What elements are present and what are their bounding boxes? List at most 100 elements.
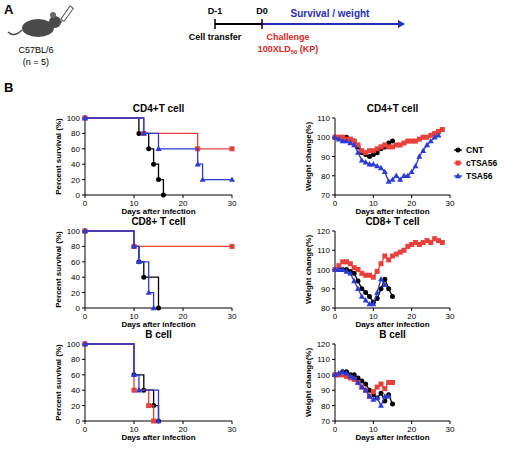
data-point (363, 159, 369, 164)
data-point (370, 301, 376, 306)
legend-label: CNT (466, 145, 484, 155)
chart: B cellDays after infectionWeight change(… (304, 329, 455, 442)
data-point (409, 169, 415, 174)
data-point (390, 402, 395, 407)
y-tick (82, 246, 85, 247)
chart-title: CD8+ T cell (365, 216, 419, 227)
legend-label: TSA56 (466, 171, 493, 181)
y-axis (335, 344, 336, 421)
x-tick (335, 308, 336, 311)
x-tick (232, 308, 233, 311)
chart-title: B cell (145, 329, 172, 340)
series-line (335, 130, 442, 153)
data-point (413, 163, 419, 168)
data-point (136, 259, 141, 264)
data-point (374, 163, 380, 168)
x-tick (134, 308, 135, 311)
y-tick-label: 80 (321, 402, 330, 411)
x-tick (411, 308, 412, 311)
data-point (340, 266, 346, 271)
event-label: Cell transfer (189, 32, 242, 42)
data-point (132, 244, 137, 249)
y-tick (332, 175, 335, 176)
data-point (363, 297, 369, 302)
data-point (156, 306, 161, 311)
y-tick-label: 60 (71, 258, 80, 267)
x-tick-label: 10 (369, 425, 378, 434)
timeline-arrow (398, 20, 405, 28)
data-point (344, 370, 350, 375)
data-point (151, 419, 156, 424)
y-tick (332, 250, 335, 251)
y-axis (85, 118, 86, 195)
x-tick-label: 30 (446, 199, 455, 208)
plot-area (82, 228, 235, 311)
data-point (416, 153, 422, 158)
data-point (161, 193, 166, 198)
x-axis (335, 421, 450, 422)
y-tick-label: 20 (71, 289, 80, 298)
data-point (340, 369, 345, 374)
y-tick-label: 40 (71, 386, 80, 395)
x-tick (411, 421, 412, 424)
data-point (379, 261, 384, 266)
data-point (378, 402, 384, 407)
data-point (83, 116, 88, 121)
y-tick-label: 40 (71, 273, 80, 282)
data-point (151, 162, 156, 167)
plot-area (82, 341, 162, 424)
data-point (136, 131, 141, 136)
x-tick (134, 195, 135, 198)
x-tick (411, 195, 412, 198)
series-line (335, 375, 393, 397)
y-tick (332, 156, 335, 157)
data-point (363, 387, 369, 392)
y-tick (332, 231, 335, 232)
y-tick-label: 120 (317, 340, 331, 349)
y-tick-label: 40 (71, 160, 80, 169)
data-point (151, 305, 157, 310)
y-tick-label: 110 (317, 114, 330, 123)
y-tick-label: 70 (321, 417, 330, 426)
x-tick (134, 421, 135, 424)
data-point (146, 403, 151, 408)
timeline-tick (214, 19, 216, 29)
x-tick (450, 421, 451, 424)
plot-area (82, 115, 235, 198)
data-point (83, 342, 88, 347)
data-point (156, 146, 162, 151)
panel-label: B (4, 80, 13, 95)
data-point (131, 243, 137, 248)
x-tick-label: 10 (130, 425, 139, 434)
y-tick-label: 80 (71, 129, 80, 138)
readout-label: Survival / weight (291, 8, 371, 19)
data-point (359, 384, 365, 389)
x-tick (335, 195, 336, 198)
chart-title: CD4+T cell (367, 103, 419, 114)
data-point (344, 138, 350, 143)
y-tick (332, 390, 335, 391)
x-tick-label: 10 (369, 312, 378, 321)
y-tick (332, 344, 335, 345)
data-point (82, 341, 88, 346)
x-tick-label: 20 (179, 312, 188, 321)
y-tick (82, 164, 85, 165)
y-tick-label: 60 (71, 371, 80, 380)
data-point (382, 386, 387, 391)
y-tick-label: 90 (321, 386, 330, 395)
x-tick (450, 195, 451, 198)
data-point (141, 131, 146, 136)
x-tick (85, 195, 86, 198)
y-axis-label: Weight change(%) (304, 122, 313, 192)
data-point (351, 375, 357, 380)
data-point (440, 240, 445, 245)
data-point (136, 387, 142, 392)
data-point (347, 140, 353, 145)
data-point (83, 342, 88, 347)
day-label: D-1 (208, 6, 223, 16)
x-tick-label: 30 (228, 425, 237, 434)
data-point (355, 379, 361, 384)
y-tick-label: 80 (71, 242, 80, 251)
data-point (82, 115, 88, 120)
x-tick (232, 421, 233, 424)
